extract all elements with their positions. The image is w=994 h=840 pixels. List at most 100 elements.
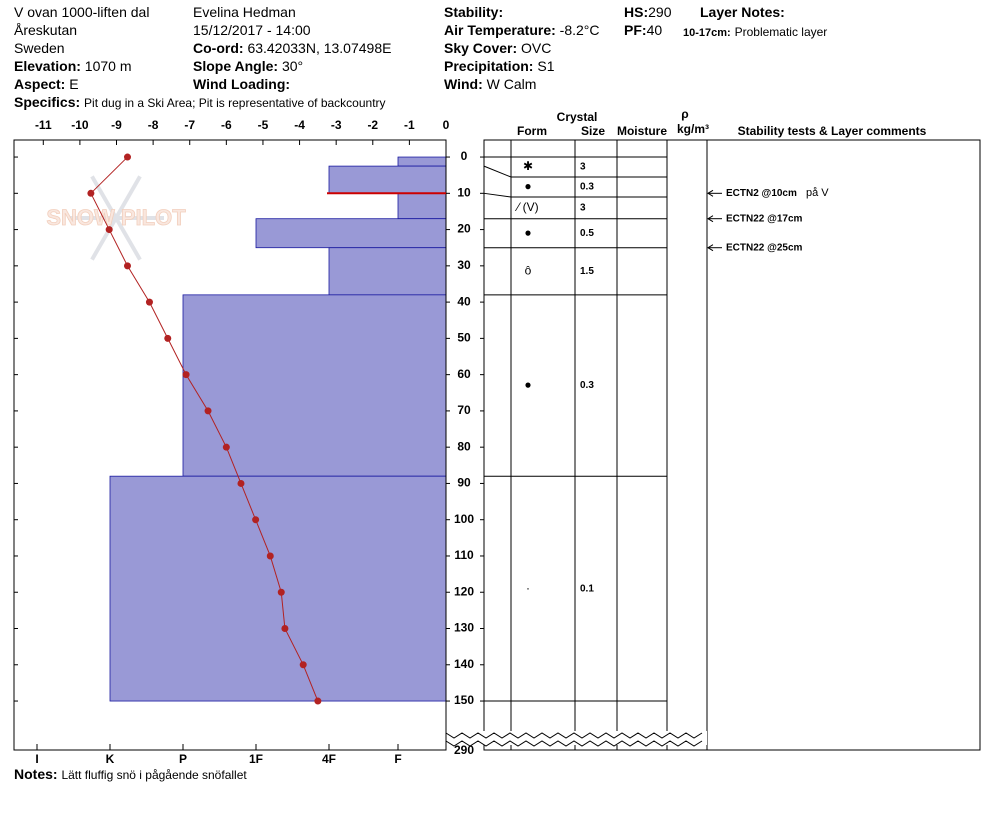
label: Sky Cover: xyxy=(444,40,518,56)
test-label: ECTN2 @10cm xyxy=(726,188,797,199)
crystal-size: 1.5 xyxy=(580,266,594,277)
datetime: 15/12/2017 - 14:00 xyxy=(193,22,311,38)
table-header: kg/m³ xyxy=(677,122,709,136)
axis-break-line xyxy=(445,732,703,739)
hardness-layer xyxy=(397,156,447,167)
y-tick-label: 150 xyxy=(454,693,474,707)
temperature-point xyxy=(252,516,260,524)
plot-frame xyxy=(13,139,447,751)
layer-connector xyxy=(483,165,667,178)
elevation: Elevation: 1070 m xyxy=(14,58,132,74)
temperature-point xyxy=(204,407,212,415)
hardness-label: 4F xyxy=(322,752,336,766)
table-header: Crystal xyxy=(557,110,598,124)
air-temp: Air Temperature: -8.2°C xyxy=(444,22,600,38)
label: Co-ord: xyxy=(193,40,244,56)
value: 290 xyxy=(648,4,672,20)
crystal-size: 0.3 xyxy=(580,182,594,193)
label: Stability: xyxy=(444,4,504,20)
x-tick-label: -5 xyxy=(258,118,269,132)
layer-note: 10-17cm: Problematic layer xyxy=(683,23,827,41)
temperature-point xyxy=(222,443,230,451)
y-tick-label: 110 xyxy=(454,548,474,562)
area: Åreskutan xyxy=(14,22,78,38)
label: Layer Notes: xyxy=(700,4,785,20)
crystal-size: 0.1 xyxy=(580,583,594,594)
hardness-layer xyxy=(109,475,447,702)
hardness-label: 1F xyxy=(249,752,263,766)
x-tick-label: 0 xyxy=(443,118,450,132)
crystal-form: ● xyxy=(524,378,531,392)
pf: PF:40 xyxy=(624,22,662,38)
table-header: ρ xyxy=(681,107,688,121)
y-tick-label: 60 xyxy=(457,367,471,381)
x-tick-label: -2 xyxy=(367,118,378,132)
coord: Co-ord: 63.42033N, 13.07498E xyxy=(193,40,391,56)
specifics: Specifics: Pit dug in a Ski Area; Pit is… xyxy=(14,94,386,111)
label: Aspect: xyxy=(14,76,66,92)
table-header: Stability tests & Layer comments xyxy=(738,124,927,138)
y-tick-label: 80 xyxy=(457,439,471,453)
aspect: Aspect: E xyxy=(14,76,79,92)
hardness-layer xyxy=(182,294,447,477)
table-header: Form xyxy=(517,124,547,138)
note: Problematic layer xyxy=(734,25,828,39)
value: OVC xyxy=(521,40,552,56)
x-tick-label: -6 xyxy=(221,118,232,132)
hardness-label: I xyxy=(35,752,38,766)
label: Slope Angle: xyxy=(193,58,279,74)
label: Notes: xyxy=(14,766,58,782)
crystal-form: ✱ xyxy=(523,159,533,173)
value: 30° xyxy=(281,58,304,74)
value: 1070 m xyxy=(84,58,132,74)
temperature-point xyxy=(145,298,153,306)
test-label: ECTN22 @17cm xyxy=(726,213,803,224)
snowflake-arm xyxy=(114,216,142,261)
y-tick-label: 30 xyxy=(457,258,471,272)
y-tick-label: 0 xyxy=(461,149,468,163)
x-tick-label: -8 xyxy=(148,118,159,132)
hs: HS:290 xyxy=(624,4,671,20)
precipitation: Precipitation: S1 xyxy=(444,58,554,74)
value: 63.42033N, 13.07498E xyxy=(247,40,392,56)
location: V ovan 1000-liften dal xyxy=(14,4,150,20)
y-tick-label: 50 xyxy=(457,331,471,345)
wind: Wind: W Calm xyxy=(444,76,536,92)
temperature-point xyxy=(277,588,285,596)
crystal-form: ô xyxy=(525,263,532,277)
y-tick-label: 100 xyxy=(454,512,474,526)
y-tick-label: 130 xyxy=(454,621,474,635)
x-tick-label: -1 xyxy=(404,118,415,132)
crystal-form: ● xyxy=(524,225,531,239)
hardness-layer xyxy=(328,247,447,296)
stability: Stability: xyxy=(444,4,503,20)
hardness-label: K xyxy=(106,752,115,766)
label: Air Temperature: xyxy=(444,22,556,38)
snowflake-arm xyxy=(114,175,142,220)
slope: Slope Angle: 30° xyxy=(193,58,303,74)
crystal-form: ● xyxy=(524,179,531,193)
hardness-label: F xyxy=(394,752,401,766)
notes: Notes: Lätt fluffig snö i pågående snöfa… xyxy=(14,766,247,783)
hardness-layer xyxy=(328,165,447,194)
temperature-point xyxy=(237,479,245,487)
x-tick-label: -4 xyxy=(294,118,305,132)
x-tick-label: -3 xyxy=(331,118,342,132)
temperature-point xyxy=(314,697,322,705)
value: E xyxy=(69,76,79,92)
hardness-layer xyxy=(397,192,447,220)
y-tick-label: 10 xyxy=(457,185,471,199)
value: W Calm xyxy=(486,76,537,92)
hardness-layer xyxy=(255,218,447,249)
table-header: Size xyxy=(581,124,605,138)
temperature-point xyxy=(281,625,289,633)
value: 40 xyxy=(646,22,663,38)
crystal-size: 0.5 xyxy=(580,228,594,239)
value: S1 xyxy=(537,58,555,74)
y-tick-label: 20 xyxy=(457,222,471,236)
table-header: Moisture xyxy=(617,124,667,138)
crystal-form: ⁄ (V) xyxy=(514,200,538,214)
temperature-point xyxy=(299,661,307,669)
temperature-point xyxy=(182,371,190,379)
